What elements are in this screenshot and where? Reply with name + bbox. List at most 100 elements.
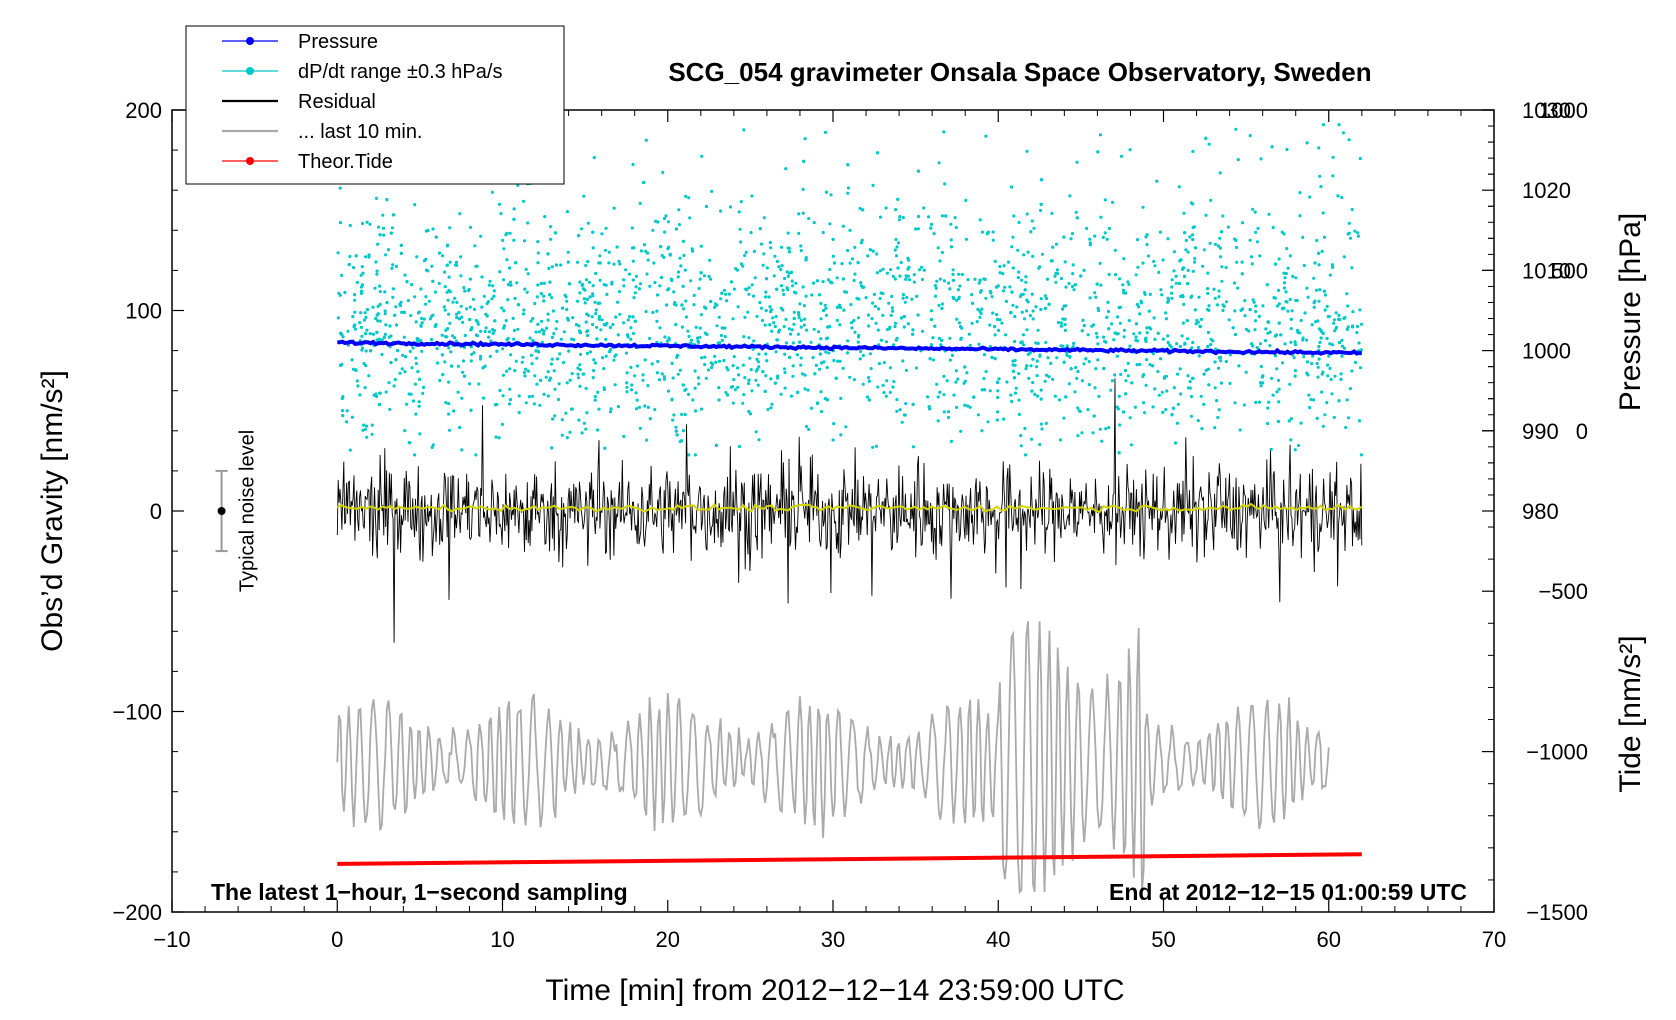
dpdt-point (435, 346, 439, 351)
dpdt-point (892, 380, 896, 384)
dpdt-point (572, 338, 576, 342)
dpdt-point (1107, 272, 1111, 277)
dpdt-point (643, 404, 647, 408)
dpdt-point (792, 310, 796, 314)
dpdt-point (474, 264, 478, 268)
dpdt-point (1243, 299, 1247, 303)
dpdt-point (1340, 344, 1344, 348)
dpdt-point (479, 354, 483, 358)
dpdt-point (598, 254, 602, 258)
dpdt-point (374, 316, 378, 321)
dpdt-point (433, 290, 437, 294)
dpdt-point (1340, 338, 1344, 342)
dpdt-point (757, 438, 761, 442)
dpdt-point (1248, 134, 1252, 138)
dpdt-point (689, 338, 694, 342)
dpdt-point (871, 183, 875, 187)
dpdt-point (348, 254, 352, 259)
dpdt-point (757, 352, 761, 356)
dpdt-point (877, 307, 881, 311)
dpdt-point (850, 321, 854, 325)
dpdt-point (470, 352, 474, 356)
dpdt-point (995, 317, 1000, 322)
dpdt-point (1032, 226, 1036, 230)
dpdt-point (949, 245, 954, 249)
dpdt-point (525, 290, 529, 294)
dpdt-point (1261, 374, 1265, 378)
dpdt-point (463, 289, 467, 293)
dpdt-point (839, 396, 843, 400)
dpdt-point (1151, 351, 1155, 356)
dpdt-point (570, 372, 574, 376)
dpdt-point (1357, 419, 1362, 423)
dpdt-point (1104, 340, 1108, 344)
dpdt-point (759, 306, 764, 310)
dpdt-point (1191, 340, 1195, 345)
dpdt-point (1028, 314, 1032, 318)
dpdt-point (1012, 376, 1017, 380)
dpdt-point (561, 361, 566, 365)
dpdt-point (907, 258, 911, 262)
dpdt-point (802, 159, 806, 163)
dpdt-point (955, 298, 959, 302)
dpdt-point (696, 340, 701, 344)
dpdt-point (663, 335, 667, 339)
dpdt-point (348, 448, 352, 452)
dpdt-point (797, 313, 801, 317)
dpdt-point (1215, 399, 1219, 403)
dpdt-point (1119, 372, 1123, 376)
dpdt-point (405, 402, 409, 406)
dpdt-point (780, 264, 784, 268)
dpdt-point (901, 293, 906, 297)
dpdt-point (1021, 343, 1026, 347)
dpdt-point (962, 381, 966, 385)
dpdt-point (1074, 210, 1078, 214)
dpdt-point (388, 407, 392, 411)
dpdt-point (625, 371, 629, 375)
dpdt-point (363, 311, 367, 315)
dpdt-point (643, 358, 647, 362)
dpdt-point (575, 260, 580, 264)
dpdt-point (1072, 341, 1076, 345)
dpdt-point (474, 319, 478, 323)
dpdt-point (819, 409, 824, 414)
dpdt-point (1024, 275, 1028, 279)
dpdt-point (592, 358, 596, 362)
dpdt-point (1340, 195, 1344, 200)
dpdt-point (588, 350, 593, 354)
dpdt-point (934, 286, 938, 290)
dpdt-point (1348, 387, 1352, 391)
dpdt-point (671, 376, 675, 380)
dpdt-point (927, 405, 931, 409)
dpdt-point (971, 301, 975, 305)
dpdt-point (893, 277, 897, 281)
legend-label: Theor.Tide (298, 151, 393, 173)
dpdt-point (894, 237, 898, 242)
dpdt-point (1100, 439, 1104, 443)
dpdt-point (1308, 406, 1312, 410)
dpdt-point (824, 313, 829, 317)
dpdt-point (455, 300, 459, 304)
dpdt-point (522, 308, 526, 312)
dpdt-point (1011, 369, 1016, 373)
dpdt-point (624, 268, 628, 272)
dpdt-point (371, 332, 375, 336)
dpdt-point (384, 390, 388, 394)
dpdt-point (434, 323, 438, 327)
tide-tick-label: −500 (1538, 579, 1588, 604)
dpdt-point (970, 293, 974, 297)
dpdt-point (799, 318, 804, 322)
dpdt-point (846, 163, 850, 167)
dpdt-point (720, 291, 724, 295)
dpdt-point (1339, 372, 1343, 376)
dpdt-point (1029, 364, 1033, 368)
dpdt-point (1091, 323, 1096, 327)
dpdt-point (1330, 392, 1334, 396)
noise-level-indicator: Typical noise level (215, 430, 259, 592)
dpdt-point (565, 307, 569, 312)
dpdt-point (508, 398, 512, 402)
dpdt-point (807, 427, 811, 431)
noise-label: Typical noise level (237, 430, 259, 592)
dpdt-point (675, 433, 679, 437)
dpdt-point (338, 293, 342, 297)
